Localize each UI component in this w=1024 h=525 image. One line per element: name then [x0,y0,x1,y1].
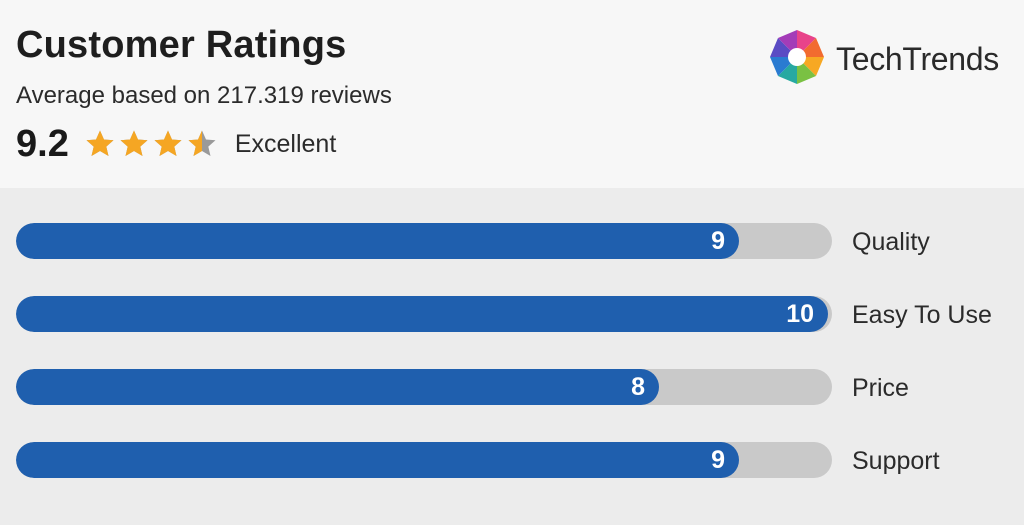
ratings-header: Customer Ratings Average based on 217.31… [0,0,1024,188]
reviews-summary: Average based on 217.319 reviews [16,82,392,109]
rating-track: 9 [16,442,832,478]
rating-value: 9 [711,227,725,255]
brand-name: TechTrends [836,41,1000,77]
overall-score: 9.2 [16,122,69,165]
star-icon [187,129,217,159]
rating-track: 10 [16,296,832,332]
rating-bar: 9 [16,223,739,259]
aperture-logo-icon [768,28,826,91]
rating-bar: 10 [16,296,828,332]
rating-row-quality: 9 Quality [16,223,1016,259]
brand-logo: TechTrends [768,28,999,91]
rating-track: 9 [16,223,832,259]
rating-row-price: 8 Price [16,369,1016,405]
star-icon [85,129,115,159]
star-icon [153,129,183,159]
rating-track: 8 [16,369,832,405]
rating-bar: 9 [16,442,739,478]
rating-label: Price [852,374,909,402]
rating-bar: 8 [16,369,659,405]
star-rating [85,129,217,159]
rating-value: 9 [711,446,725,474]
rating-label: Easy To Use [852,301,992,329]
overall-score-row: 9.2 Excellent [16,120,336,168]
star-icon [119,129,149,159]
rating-row-easy-to-use: 10 Easy To Use [16,296,1016,332]
rating-label: Quality [852,228,930,256]
score-verdict: Excellent [234,129,337,158]
rating-value: 8 [631,373,645,401]
category-ratings: 9 Quality 10 Easy To Use 8 Price 9 Suppo… [0,188,1024,525]
page-title: Customer Ratings [16,24,347,66]
rating-value: 10 [786,300,814,328]
rating-label: Support [852,447,940,475]
rating-row-support: 9 Support [16,442,1016,478]
